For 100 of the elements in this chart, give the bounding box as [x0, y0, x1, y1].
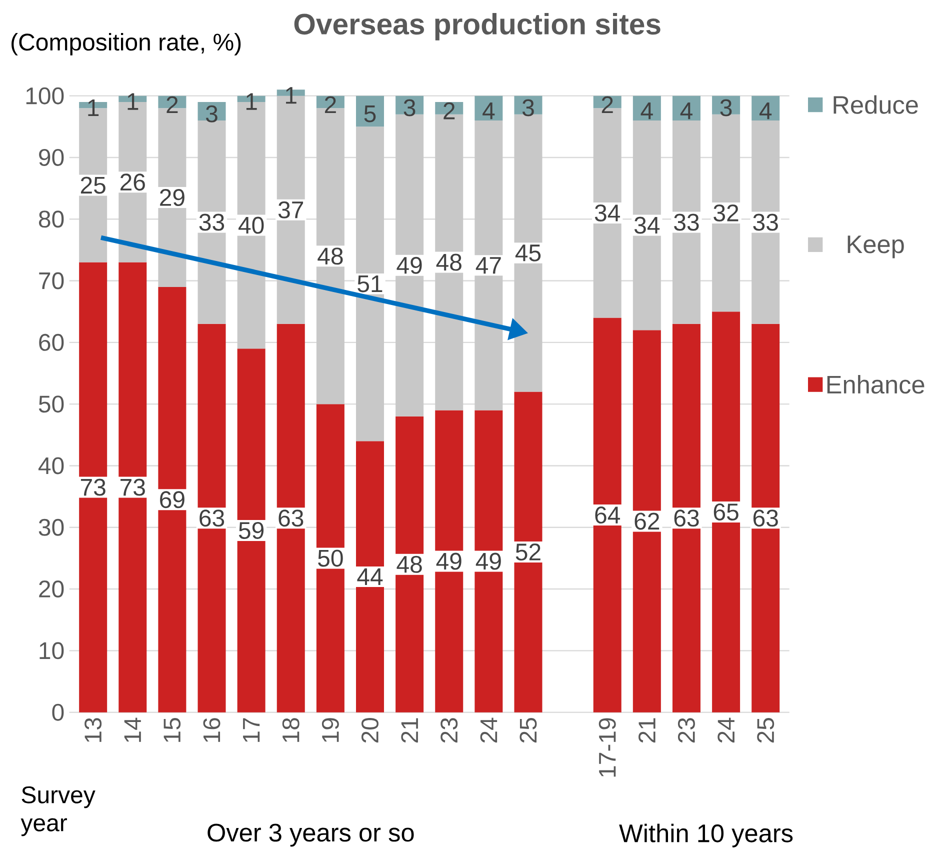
data-label: 64 [595, 506, 620, 524]
data-label: 34 [634, 216, 660, 234]
data-label: 5 [364, 106, 376, 122]
y-tick-label: 50 [38, 396, 64, 413]
data-label: 3 [206, 105, 218, 122]
data-label: 65 [714, 503, 738, 520]
bar [672, 324, 700, 712]
x-tick-label: 25 [757, 718, 774, 743]
data-label: 37 [278, 201, 304, 218]
data-label: 48 [318, 248, 343, 265]
bar [237, 348, 266, 712]
x-tick-label: 16 [203, 718, 220, 742]
data-label: 50 [318, 550, 343, 567]
bar [632, 120, 661, 330]
bar [356, 126, 384, 442]
data-label: 1 [128, 93, 138, 110]
data-label: 63 [674, 510, 699, 527]
bar [752, 120, 780, 324]
x-tick-label: 14 [124, 718, 141, 742]
bar [514, 392, 542, 712]
x-tick-label: 17-19 [598, 718, 616, 777]
x-tick-label: 23 [678, 718, 695, 743]
bar [593, 318, 622, 712]
data-label: 48 [396, 556, 422, 573]
bar [79, 262, 108, 712]
data-label: 51 [358, 275, 382, 292]
legend-label: Reduce [834, 95, 918, 114]
data-label: 73 [120, 478, 145, 496]
y-tick-label: 10 [40, 642, 64, 660]
x-tick-label: 25 [520, 718, 537, 743]
data-label: 48 [436, 254, 462, 271]
legend-label: Enhance [827, 375, 924, 394]
x-tick-label: 20 [361, 718, 378, 743]
x-tick-label: 21 [401, 718, 418, 743]
bar [474, 120, 503, 410]
text: Over 3 years or so [208, 824, 414, 847]
data-label: 33 [753, 214, 778, 231]
data-label: 4 [759, 102, 772, 120]
y-tick-label: 40 [38, 457, 64, 474]
data-label: 40 [238, 216, 264, 234]
x-tick-label: 17 [243, 718, 260, 742]
data-label: 29 [160, 189, 184, 206]
data-label: 3 [720, 99, 732, 116]
data-label: 62 [634, 512, 660, 530]
data-label: 26 [120, 174, 145, 191]
data-label: 49 [476, 552, 501, 570]
data-label: 33 [199, 214, 224, 231]
x-tick-label: 19 [322, 718, 339, 742]
data-label: 49 [396, 256, 422, 274]
y-tick-label: 30 [38, 518, 64, 536]
data-label: 25 [80, 176, 106, 194]
y-tick-label: 60 [39, 334, 64, 351]
x-tick-label: 24 [480, 718, 498, 743]
data-label: 4 [482, 102, 495, 120]
bar [672, 120, 700, 324]
x-tick-label: 23 [440, 718, 458, 743]
bar [316, 404, 344, 712]
data-label: 45 [515, 244, 541, 262]
data-label: 52 [516, 544, 540, 561]
bar [356, 441, 384, 712]
data-label: 1 [286, 87, 296, 104]
data-label: 73 [80, 478, 106, 496]
legend-label: Keep [848, 236, 904, 258]
bar [435, 410, 464, 712]
bar [632, 330, 661, 712]
data-label: 63 [753, 510, 778, 527]
text: Survey year [20, 786, 96, 836]
data-label: 4 [680, 102, 692, 120]
chart-title: Overseas production sites [294, 13, 660, 40]
data-label: 3 [404, 99, 416, 116]
data-label: 3 [522, 99, 534, 116]
y-tick-label: 0 [52, 704, 64, 721]
bar [396, 416, 424, 712]
bar [158, 286, 186, 712]
data-label: 34 [594, 204, 620, 222]
data-label: 63 [200, 510, 224, 527]
data-label: 49 [436, 552, 462, 570]
bar [752, 324, 780, 712]
y-tick-label: 80 [38, 210, 64, 228]
bar [198, 324, 226, 712]
y-tick-label: 100 [26, 87, 64, 104]
bar [118, 262, 147, 712]
x-tick-label: 21 [638, 718, 656, 743]
data-label: 33 [674, 214, 699, 231]
x-tick-label: 13 [84, 718, 102, 742]
y-tick-label: 70 [39, 272, 64, 290]
bar [276, 324, 305, 712]
data-label: 1 [246, 93, 257, 110]
data-label: 47 [476, 257, 501, 274]
data-label: 32 [714, 204, 738, 222]
bar [356, 96, 384, 127]
y-axis-title: (Composition rate, %) [12, 33, 241, 56]
data-label: 59 [238, 522, 264, 539]
bar [712, 312, 740, 712]
y-tick-label: 90 [39, 148, 64, 166]
x-tick-label: 18 [282, 718, 300, 742]
bar [474, 410, 503, 712]
data-label: 44 [357, 568, 383, 585]
x-tick-label: 24 [718, 718, 734, 743]
data-label: 69 [160, 491, 184, 508]
